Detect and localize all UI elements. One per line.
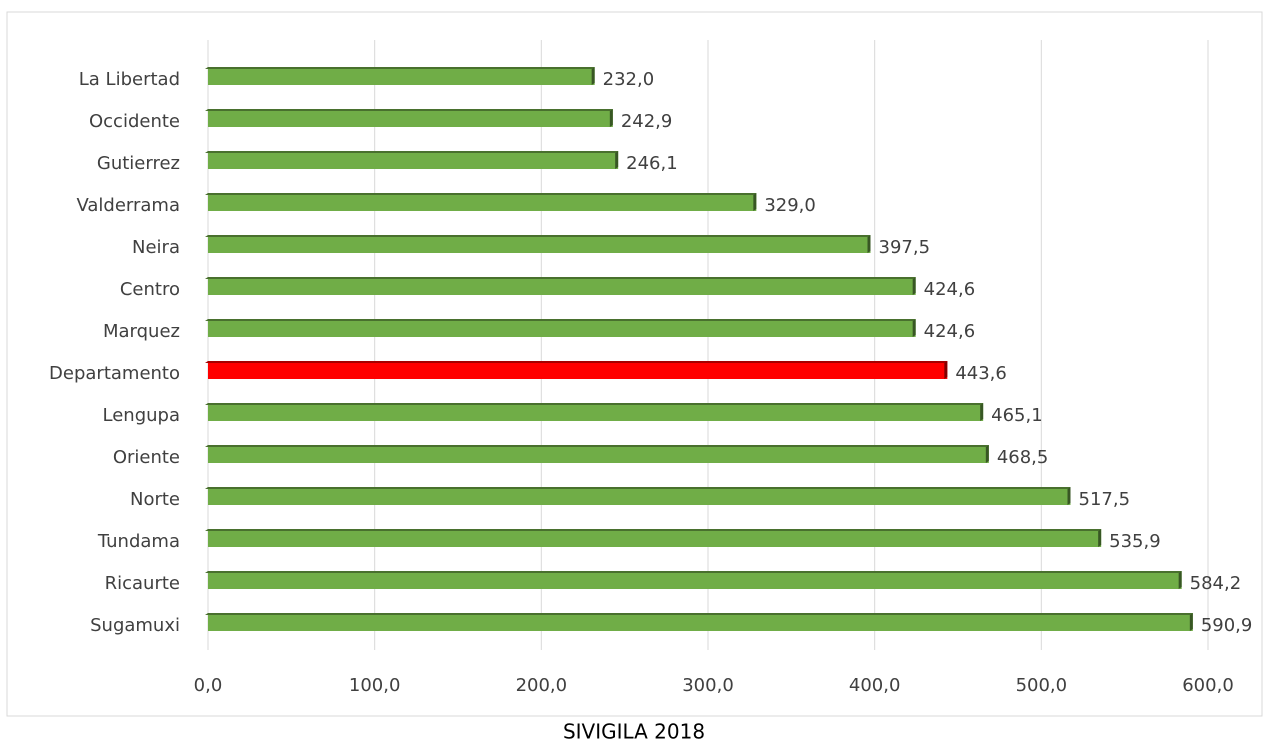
bar-edge — [205, 109, 613, 111]
bar-edge — [205, 151, 619, 153]
data-label: 468,5 — [997, 447, 1049, 468]
bar-edge — [980, 403, 984, 421]
bar-edge — [753, 193, 757, 211]
x-tick-label: 500,0 — [1016, 675, 1068, 696]
data-label: 443,6 — [955, 363, 1007, 384]
bar — [208, 361, 948, 379]
bar — [208, 277, 916, 295]
data-label: 329,0 — [764, 195, 816, 216]
bar — [208, 67, 595, 85]
data-label: 424,6 — [924, 321, 976, 342]
bar-edge — [944, 361, 948, 379]
data-label: 246,1 — [626, 153, 678, 174]
bar-edge — [205, 613, 1193, 615]
bar-edge — [205, 529, 1102, 531]
y-tick-label: Oriente — [113, 447, 180, 468]
y-tick-label: Ricaurte — [105, 573, 180, 594]
bar — [208, 235, 871, 253]
bar — [208, 613, 1193, 631]
bar — [208, 109, 613, 127]
bar-edge — [912, 277, 916, 295]
bar — [208, 529, 1102, 547]
bar — [208, 403, 984, 421]
data-label: 465,1 — [991, 405, 1043, 426]
bar — [208, 487, 1071, 505]
x-tick-label: 300,0 — [682, 675, 734, 696]
y-tick-label: La Libertad — [79, 69, 180, 90]
y-tick-label: Lengupa — [103, 405, 180, 426]
bar-edge — [1098, 529, 1102, 547]
x-tick-label: 400,0 — [849, 675, 901, 696]
y-tick-label: Neira — [132, 237, 180, 258]
bar-edge — [867, 235, 871, 253]
bar-edge — [609, 109, 613, 127]
y-tick-label: Sugamuxi — [90, 615, 180, 636]
bar-edge — [591, 67, 595, 85]
data-label: 517,5 — [1079, 489, 1131, 510]
bar-edge — [205, 445, 989, 447]
bar — [208, 571, 1182, 589]
data-label: 242,9 — [621, 111, 673, 132]
data-label: 535,9 — [1109, 531, 1161, 552]
bar-edge — [615, 151, 619, 169]
bar-edge — [985, 445, 989, 463]
bar-edge — [205, 235, 871, 237]
bar-edge — [205, 571, 1182, 573]
x-tick-label: 200,0 — [516, 675, 568, 696]
y-tick-label: Gutierrez — [97, 153, 180, 174]
y-tick-label: Valderrama — [76, 195, 180, 216]
y-tick-label: Occidente — [89, 111, 180, 132]
y-tick-label: Centro — [120, 279, 180, 300]
y-tick-label: Marquez — [103, 321, 180, 342]
data-label: 232,0 — [603, 69, 655, 90]
data-label: 397,5 — [879, 237, 931, 258]
bar-edge — [205, 193, 757, 195]
x-tick-label: 100,0 — [349, 675, 401, 696]
bar-edge — [912, 319, 916, 337]
data-label: 424,6 — [924, 279, 976, 300]
bar — [208, 193, 757, 211]
y-tick-label: Tundama — [97, 531, 180, 552]
source-caption: SIVIGILA 2018 — [563, 720, 705, 743]
data-label: 590,9 — [1201, 615, 1253, 636]
bar — [208, 445, 989, 463]
bar — [208, 319, 916, 337]
bar-edge — [1189, 613, 1193, 631]
bar-edge — [205, 403, 984, 405]
x-tick-label: 0,0 — [194, 675, 223, 696]
bar-edge — [205, 67, 595, 69]
bar-edge — [1178, 571, 1182, 589]
bar-edge — [205, 361, 948, 363]
bar-edge — [205, 319, 916, 321]
data-label: 584,2 — [1190, 573, 1242, 594]
y-tick-label: Departamento — [49, 363, 180, 384]
x-tick-label: 600,0 — [1182, 675, 1234, 696]
bar-edge — [205, 487, 1071, 489]
bar-edge — [1067, 487, 1071, 505]
y-tick-label: Norte — [130, 489, 180, 510]
bar — [208, 151, 619, 169]
bar-edge — [205, 277, 916, 279]
